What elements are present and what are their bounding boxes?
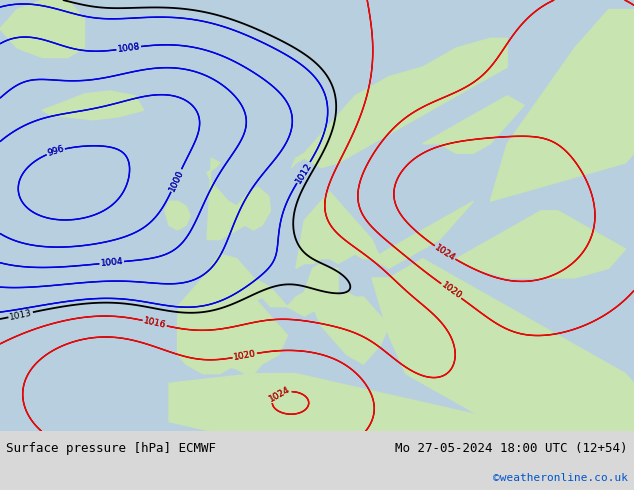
Text: ©weatheronline.co.uk: ©weatheronline.co.uk <box>493 473 628 483</box>
Polygon shape <box>0 0 84 57</box>
Polygon shape <box>372 201 474 269</box>
Polygon shape <box>165 201 190 230</box>
Polygon shape <box>304 292 389 364</box>
Text: Surface pressure [hPa] ECMWF: Surface pressure [hPa] ECMWF <box>6 442 216 455</box>
Text: 996: 996 <box>46 145 65 158</box>
Polygon shape <box>178 254 338 374</box>
Text: 1020: 1020 <box>439 281 463 301</box>
Text: 1024: 1024 <box>268 385 292 403</box>
Polygon shape <box>296 192 380 269</box>
Polygon shape <box>169 374 634 431</box>
Text: 1016: 1016 <box>143 316 167 330</box>
Text: 1008: 1008 <box>117 42 141 54</box>
Polygon shape <box>207 158 271 240</box>
Polygon shape <box>292 38 507 168</box>
Polygon shape <box>490 10 634 201</box>
Text: 1000: 1000 <box>167 168 185 193</box>
Text: 1024: 1024 <box>433 243 457 263</box>
Text: 996: 996 <box>46 145 65 158</box>
Text: 1000: 1000 <box>167 168 185 193</box>
Text: 1024: 1024 <box>433 243 457 263</box>
Text: Mo 27-05-2024 18:00 UTC (12+54): Mo 27-05-2024 18:00 UTC (12+54) <box>395 442 628 455</box>
Text: 1012: 1012 <box>294 160 313 185</box>
Text: 1020: 1020 <box>439 281 463 301</box>
Text: 1016: 1016 <box>143 316 167 330</box>
Polygon shape <box>42 91 144 120</box>
Polygon shape <box>178 297 287 374</box>
Polygon shape <box>456 211 626 278</box>
Text: 1012: 1012 <box>294 160 313 185</box>
Polygon shape <box>372 259 634 431</box>
Text: 1008: 1008 <box>117 42 141 54</box>
Text: 1020: 1020 <box>233 349 257 362</box>
Text: 1020: 1020 <box>233 349 257 362</box>
Text: 1004: 1004 <box>100 257 124 268</box>
Text: 1004: 1004 <box>100 257 124 268</box>
Text: 1013: 1013 <box>8 308 33 321</box>
Polygon shape <box>423 96 524 153</box>
Text: 1024: 1024 <box>268 385 292 403</box>
